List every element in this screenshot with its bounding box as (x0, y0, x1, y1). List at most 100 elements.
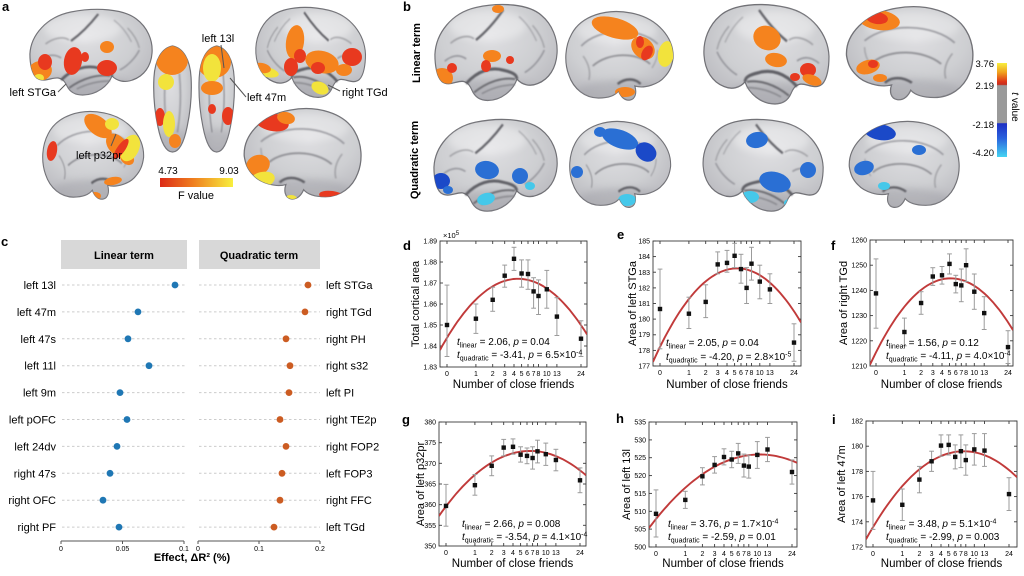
svg-text:0: 0 (445, 371, 449, 378)
svg-text:13: 13 (553, 371, 561, 378)
svg-text:525: 525 (634, 455, 646, 462)
svg-text:b: b (403, 0, 411, 14)
svg-text:177: 177 (638, 364, 650, 371)
svg-text:F value: F value (178, 190, 214, 202)
svg-text:tlinear = 3.48, p = 5.1×10-4: tlinear = 3.48, p = 5.1×10-4 (886, 519, 996, 532)
svg-text:Number of close friends: Number of close friends (881, 379, 1003, 391)
svg-text:right PH: right PH (326, 334, 366, 346)
svg-text:178: 178 (638, 348, 650, 355)
svg-text:0: 0 (654, 551, 658, 558)
svg-text:Number of close friends: Number of close friends (452, 558, 574, 570)
svg-text:6: 6 (736, 551, 740, 558)
svg-text:left p32pr: left p32pr (76, 150, 122, 162)
svg-text:0: 0 (59, 546, 63, 553)
svg-text:i: i (832, 412, 836, 427)
svg-text:3: 3 (503, 371, 507, 378)
svg-text:Quadratic term: Quadratic term (220, 250, 298, 262)
svg-text:7: 7 (532, 371, 536, 378)
svg-text:4: 4 (512, 371, 516, 378)
svg-text:left PI: left PI (326, 388, 354, 400)
svg-text:tquadratic = -3.41, p = 6.5×10: tquadratic = -3.41, p = 6.5×10-4 (457, 350, 582, 363)
svg-text:-4.20: -4.20 (972, 148, 994, 159)
svg-text:360: 360 (424, 502, 436, 509)
svg-text:Area of left 47m: Area of left 47m (836, 445, 848, 523)
svg-text:0: 0 (874, 370, 878, 377)
svg-text:d: d (403, 238, 411, 253)
svg-text:0.05: 0.05 (116, 546, 130, 553)
svg-text:183: 183 (638, 270, 650, 277)
svg-text:8: 8 (964, 551, 968, 558)
svg-text:500: 500 (634, 545, 646, 552)
svg-text:510: 510 (634, 509, 646, 516)
svg-text:Number of close friends: Number of close friends (662, 558, 784, 570)
svg-text:1: 1 (900, 551, 904, 558)
svg-text:1230: 1230 (851, 313, 867, 320)
svg-text:4: 4 (722, 551, 726, 558)
svg-text:right TE2p: right TE2p (326, 415, 377, 427)
svg-text:Linear term: Linear term (411, 23, 423, 83)
svg-text:tlinear = 3.76, p = 1.7×10-4: tlinear = 3.76, p = 1.7×10-4 (668, 519, 778, 532)
svg-text:2: 2 (919, 370, 923, 377)
svg-text:179: 179 (638, 332, 650, 339)
svg-text:0.1: 0.1 (254, 546, 264, 553)
svg-text:8: 8 (747, 551, 751, 558)
svg-text:0: 0 (196, 546, 200, 553)
svg-text:24: 24 (577, 371, 585, 378)
svg-text:8: 8 (750, 370, 754, 377)
svg-text:3: 3 (930, 551, 934, 558)
svg-text:tquadratic = -2.59, p = 0.01: tquadratic = -2.59, p = 0.01 (668, 532, 776, 545)
svg-text:1.87: 1.87 (423, 281, 437, 288)
svg-text:×105: ×105 (443, 231, 460, 240)
svg-text:right FFC: right FFC (326, 495, 372, 507)
svg-text:1.84: 1.84 (423, 344, 437, 351)
svg-text:10: 10 (756, 370, 764, 377)
svg-text:left FOP3: left FOP3 (326, 468, 372, 480)
svg-text:5: 5 (520, 371, 524, 378)
svg-text:left STGa: left STGa (10, 87, 57, 99)
svg-text:6: 6 (739, 370, 743, 377)
svg-text:1.83: 1.83 (423, 365, 437, 372)
svg-text:370: 370 (424, 461, 436, 468)
svg-text:1: 1 (683, 551, 687, 558)
svg-text:Effect, ΔR² (%): Effect, ΔR² (%) (154, 552, 231, 564)
svg-text:10: 10 (542, 550, 550, 557)
svg-text:a: a (2, 0, 10, 14)
svg-text:left 11l: left 11l (24, 361, 56, 373)
svg-text:left 24dv: left 24dv (14, 441, 56, 453)
svg-text:178: 178 (851, 469, 863, 476)
svg-text:Area of left p32pr: Area of left p32pr (415, 441, 427, 526)
svg-text:Linear term: Linear term (94, 250, 154, 262)
svg-text:13: 13 (764, 551, 772, 558)
svg-text:6: 6 (953, 551, 957, 558)
svg-text:1.86: 1.86 (423, 302, 437, 309)
svg-text:h: h (616, 411, 624, 426)
svg-text:380: 380 (424, 420, 436, 427)
svg-text:0: 0 (658, 370, 662, 377)
svg-text:tquadratic = -4.20, p = 2.8×10: tquadratic = -4.20, p = 2.8×10-5 (666, 352, 791, 365)
svg-text:350: 350 (424, 544, 436, 551)
svg-text:8: 8 (537, 371, 541, 378)
svg-text:515: 515 (634, 491, 646, 498)
svg-text:4: 4 (939, 551, 943, 558)
svg-text:7: 7 (745, 370, 749, 377)
svg-text:8: 8 (964, 370, 968, 377)
svg-text:left 47m: left 47m (17, 307, 56, 319)
svg-text:7: 7 (531, 550, 535, 557)
svg-text:3: 3 (931, 370, 935, 377)
svg-text:0.2: 0.2 (315, 546, 325, 553)
svg-text:7: 7 (742, 551, 746, 558)
svg-text:9.03: 9.03 (219, 166, 239, 177)
svg-text:13: 13 (980, 370, 988, 377)
svg-text:1250: 1250 (851, 263, 867, 270)
svg-text:left 9m: left 9m (23, 388, 56, 400)
svg-text:6: 6 (954, 370, 958, 377)
svg-text:right s32: right s32 (326, 361, 368, 373)
svg-text:2: 2 (491, 371, 495, 378)
svg-text:Number of close friends: Number of close friends (453, 379, 575, 391)
svg-text:24: 24 (1005, 551, 1013, 558)
svg-text:1: 1 (474, 371, 478, 378)
svg-text:right PF: right PF (17, 522, 56, 534)
svg-text:Quadratic term: Quadratic term (409, 121, 421, 199)
svg-text:5: 5 (733, 370, 737, 377)
svg-text:520: 520 (634, 473, 646, 480)
